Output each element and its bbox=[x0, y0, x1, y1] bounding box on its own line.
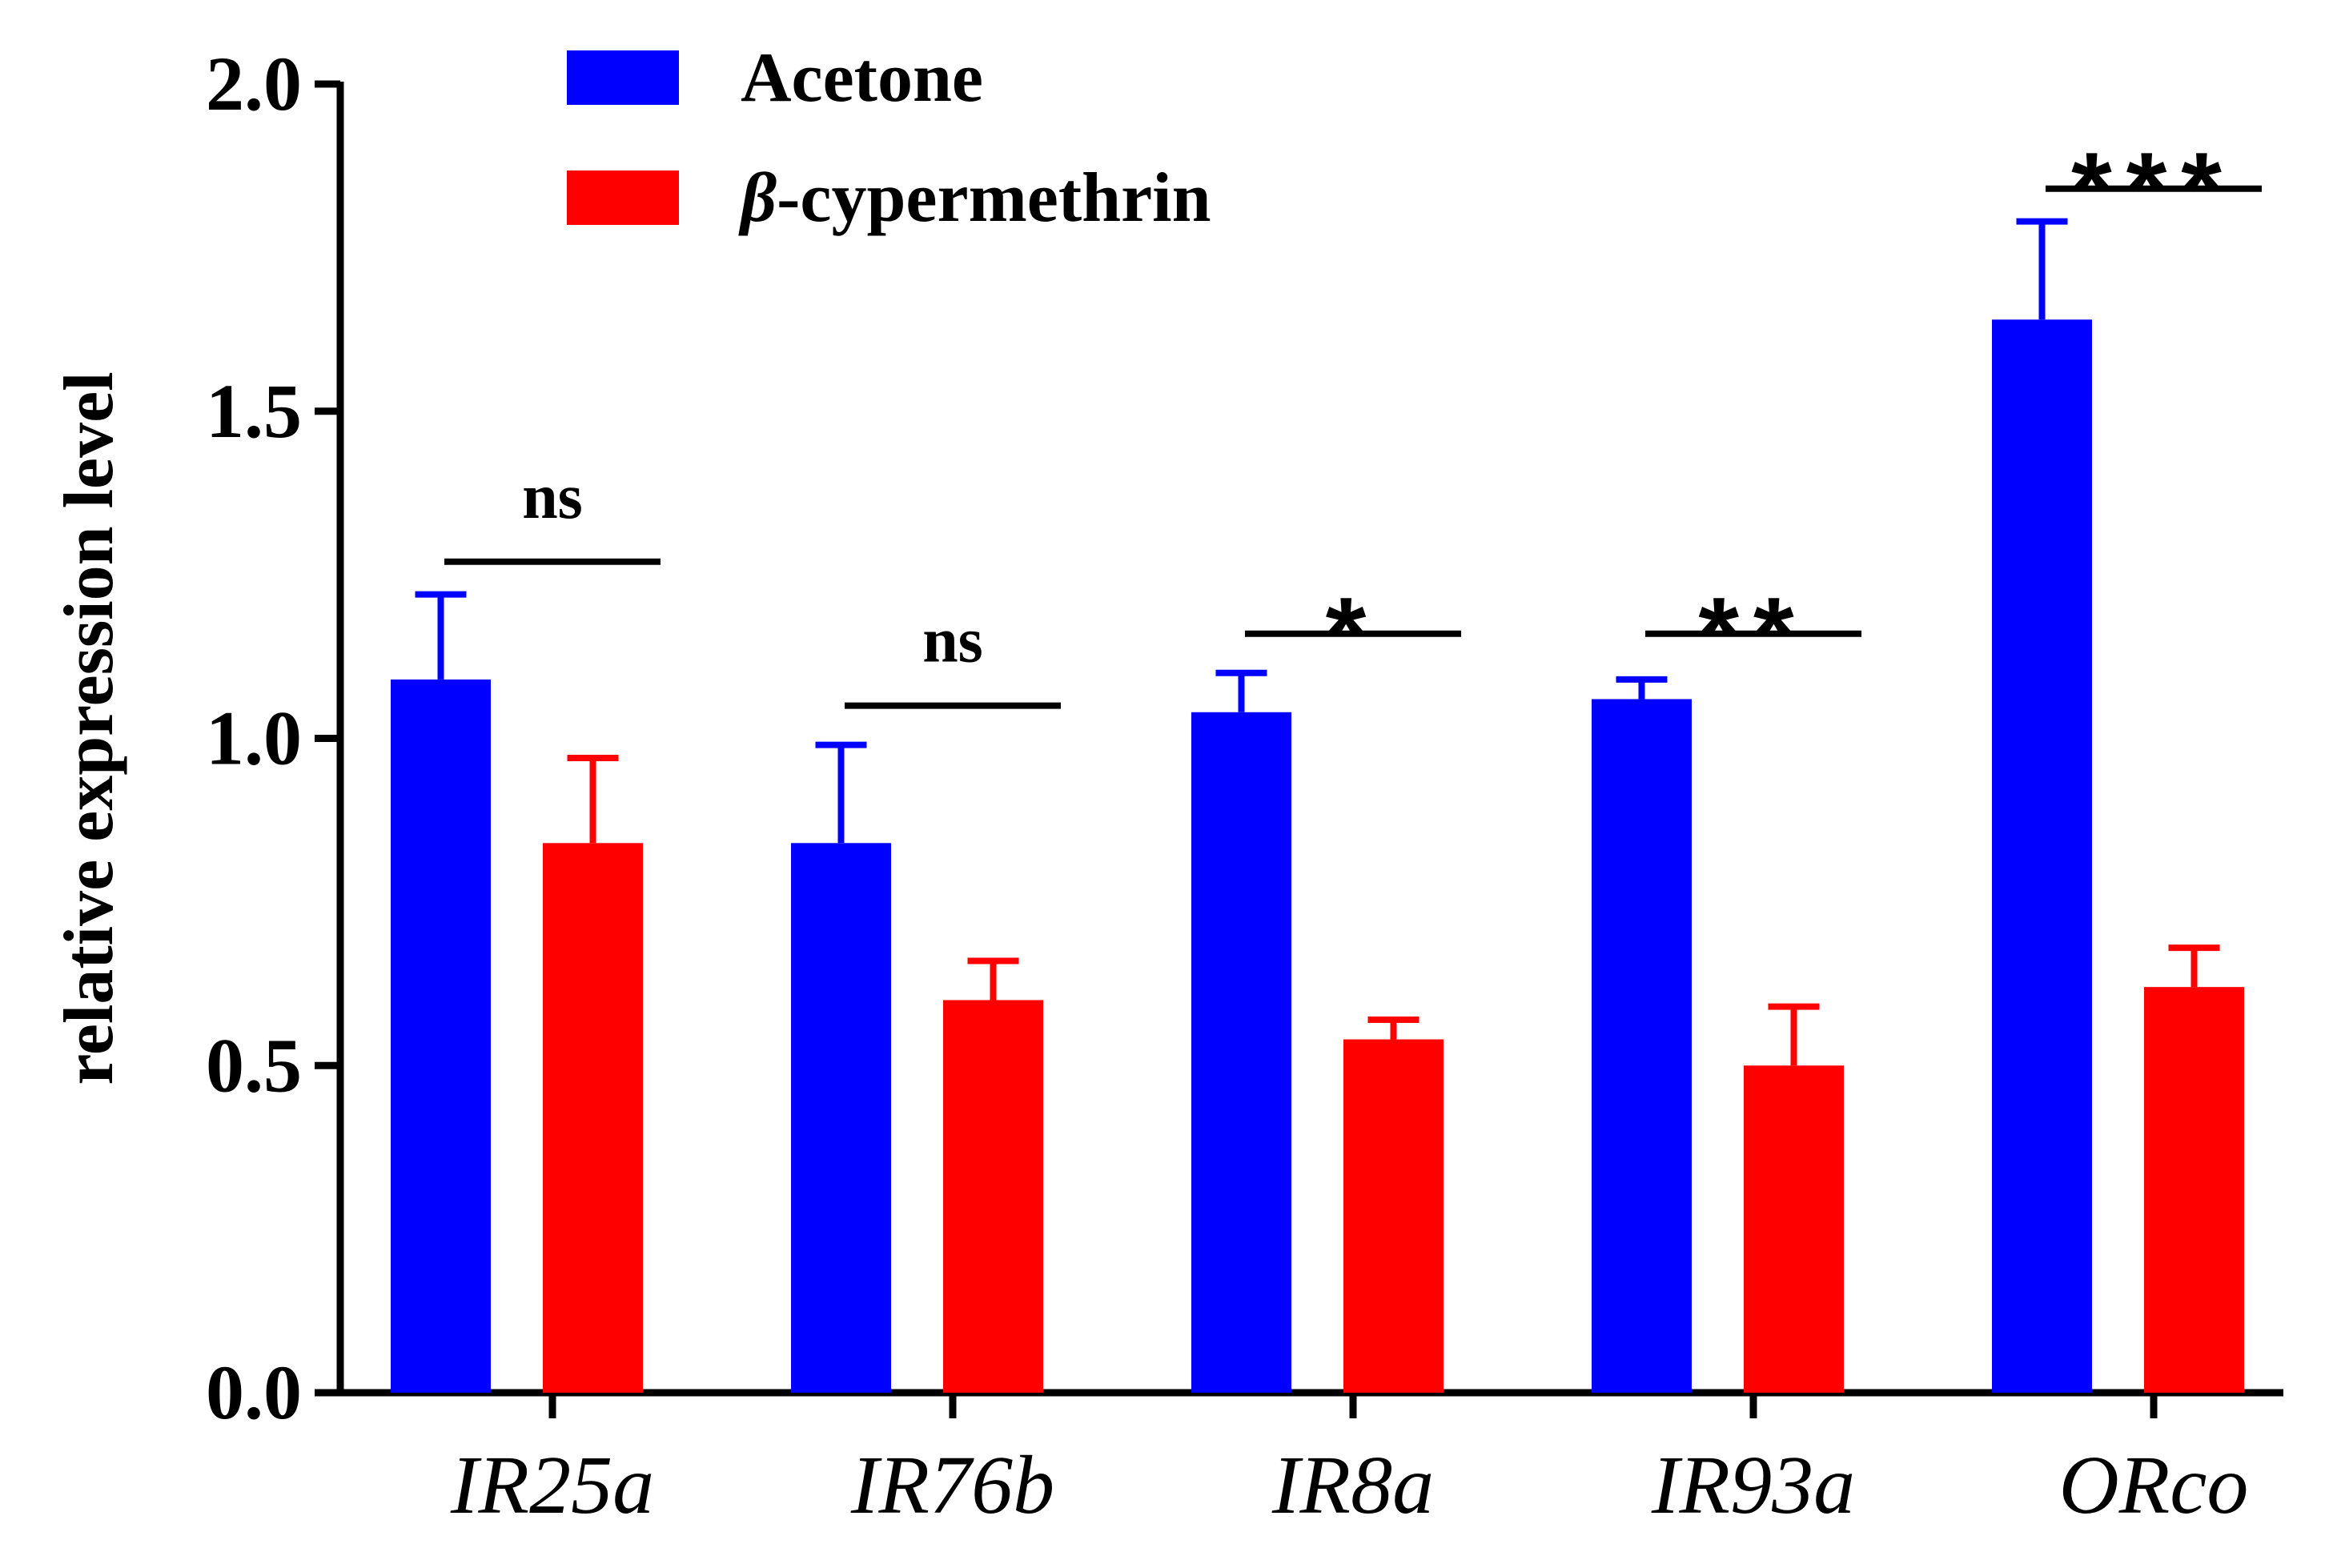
significance-label: ns bbox=[922, 606, 983, 676]
legend-swatch bbox=[567, 50, 679, 105]
legend-swatch bbox=[567, 170, 679, 225]
legend-label: Acetone bbox=[741, 39, 983, 117]
bar bbox=[1592, 699, 1692, 1393]
x-tick-label: IR93a bbox=[1651, 1439, 1855, 1531]
legend-label: β-cypermethrin bbox=[738, 159, 1211, 237]
significance-label: *** bbox=[2071, 130, 2236, 247]
bar bbox=[2144, 987, 2244, 1393]
bar bbox=[943, 1000, 1043, 1393]
bar bbox=[1191, 712, 1291, 1393]
x-tick-label: IR76b bbox=[850, 1439, 1054, 1531]
bar bbox=[1343, 1039, 1444, 1393]
legend-label-name: -cypermethrin bbox=[777, 159, 1211, 237]
bar bbox=[391, 679, 491, 1393]
y-tick-label: 2.0 bbox=[206, 41, 302, 126]
x-tick-label: IR8a bbox=[1271, 1439, 1434, 1531]
bar bbox=[1744, 1065, 1844, 1393]
y-tick-label: 0.5 bbox=[206, 1022, 302, 1108]
y-tick-label: 1.0 bbox=[206, 696, 302, 781]
y-tick-label: 1.5 bbox=[206, 368, 302, 454]
x-tick-label: ORco bbox=[2059, 1439, 2249, 1531]
legend-label-prefix: β bbox=[738, 159, 777, 237]
y-tick-label: 0.0 bbox=[206, 1349, 302, 1435]
significance-label: ** bbox=[1698, 575, 1808, 692]
x-tick-label: IR25a bbox=[450, 1439, 654, 1531]
y-axis-label: relative expression level bbox=[50, 371, 128, 1085]
bar bbox=[1992, 319, 2092, 1393]
significance-label: ns bbox=[522, 462, 583, 532]
bar bbox=[791, 843, 891, 1393]
significance-label: * bbox=[1326, 575, 1381, 692]
bar bbox=[543, 843, 643, 1393]
